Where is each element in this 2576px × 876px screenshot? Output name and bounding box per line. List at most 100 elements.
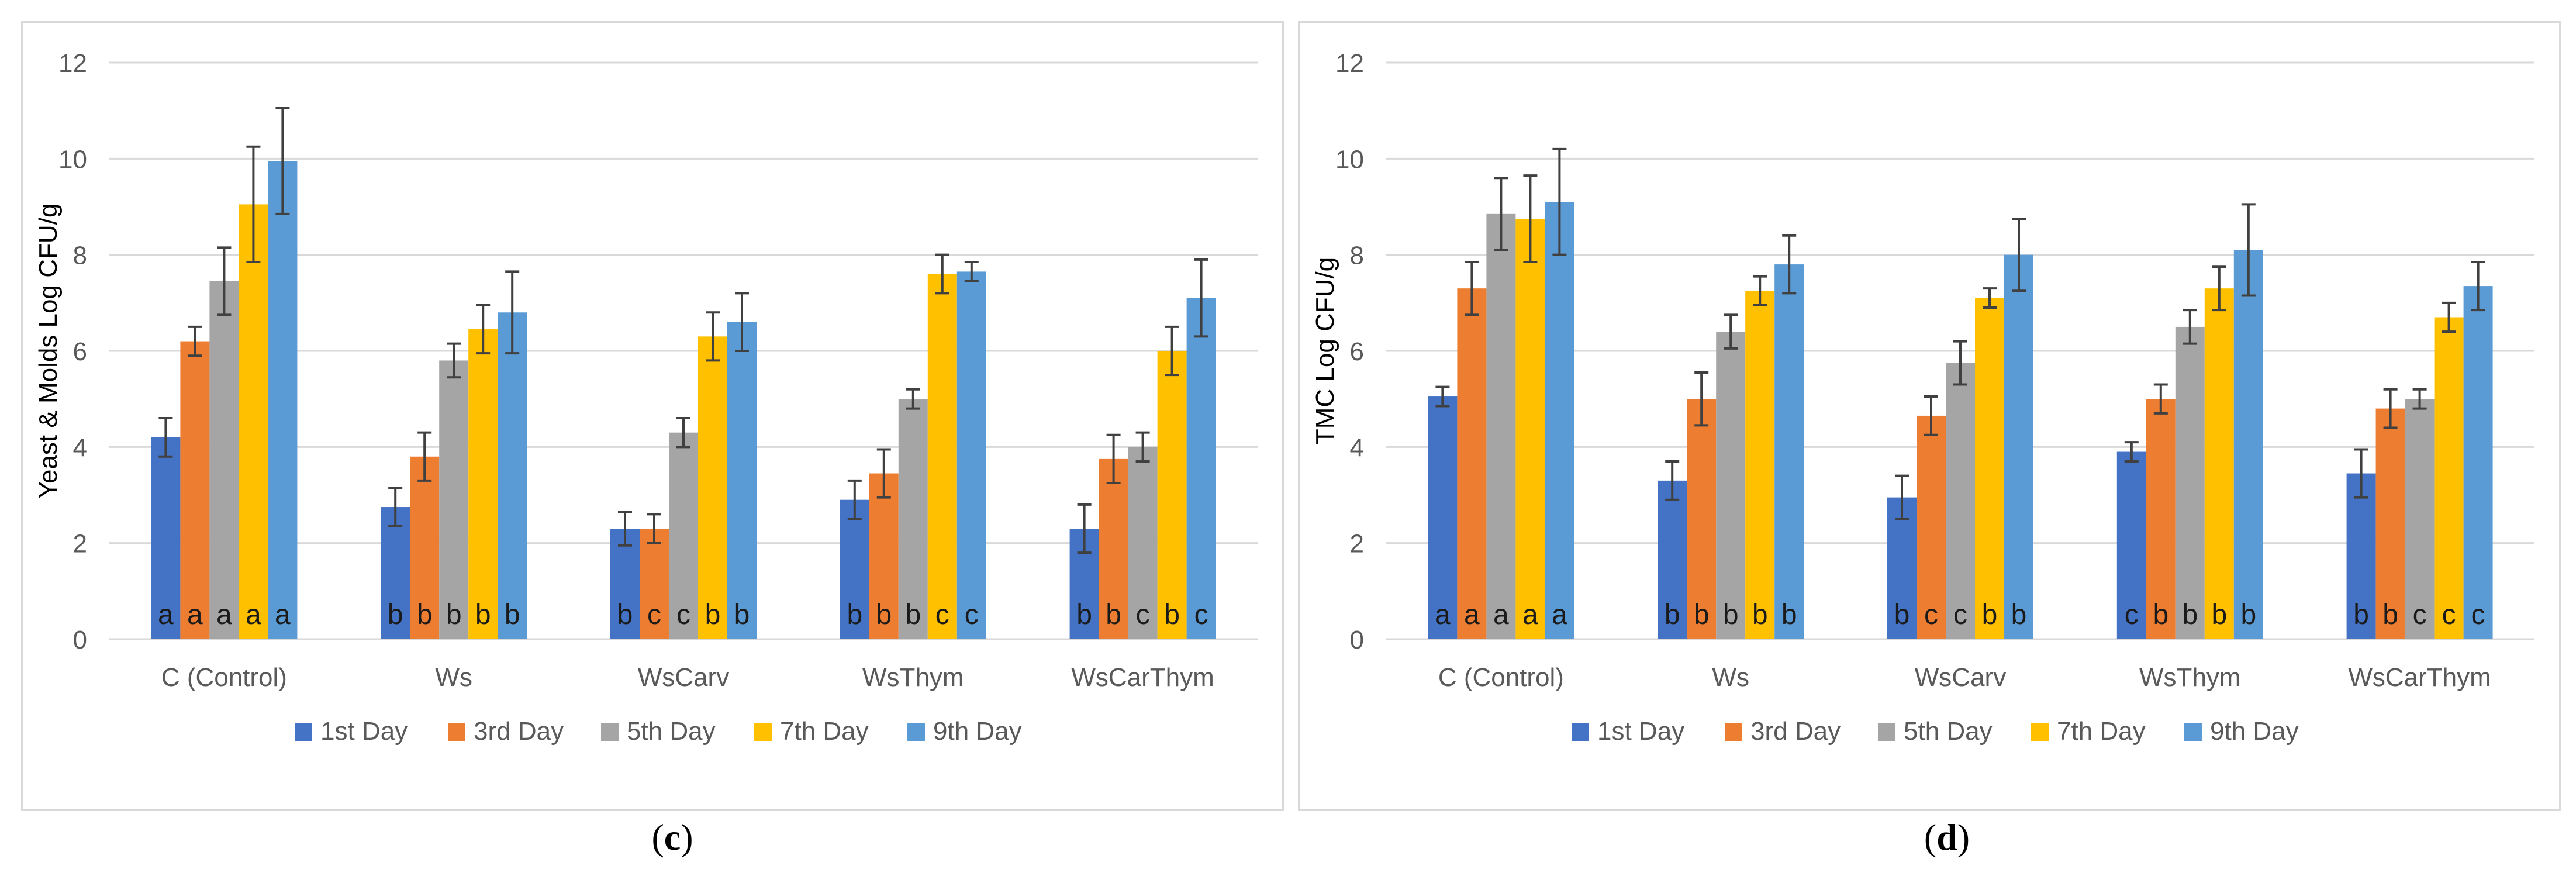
legend-label: 7th Day <box>2057 717 2146 746</box>
legend-swatch <box>1572 723 1589 741</box>
y-tick-label: 0 <box>1350 626 1364 654</box>
significance-letter: b <box>2240 599 2256 630</box>
significance-letter: b <box>2182 599 2198 630</box>
significance-letter: b <box>734 599 750 630</box>
y-tick-label: 2 <box>73 530 87 558</box>
bar <box>727 322 757 639</box>
significance-letter: b <box>1982 599 1998 630</box>
bar <box>869 473 899 639</box>
bar <box>1946 363 1975 639</box>
y-tick-label: 4 <box>1350 433 1364 462</box>
legend-label: 1st Day <box>1597 717 1684 746</box>
significance-letter: b <box>1106 599 1121 630</box>
significance-letter: a <box>275 599 291 630</box>
significance-letter: c <box>2471 599 2485 630</box>
bar <box>956 271 986 639</box>
significance-letter: b <box>505 599 520 630</box>
bar <box>1099 458 1128 639</box>
legend-label: 9th Day <box>933 717 1022 746</box>
caption-letter-d: d <box>1936 816 1957 858</box>
legend-label: 5th Day <box>1904 717 1993 746</box>
legend-swatch <box>754 723 772 741</box>
significance-letter: b <box>2211 599 2227 630</box>
bar <box>1486 213 1516 639</box>
y-axis-label: TMC Log CFU/g <box>1311 257 1339 444</box>
bar <box>669 432 698 639</box>
bar <box>2146 399 2176 639</box>
bar <box>2463 286 2493 639</box>
bar <box>1687 399 1717 639</box>
bar <box>2405 399 2435 639</box>
legend-swatch <box>907 723 925 741</box>
legend-swatch <box>1878 723 1895 741</box>
legend-swatch <box>601 723 619 741</box>
bar <box>1128 447 1158 639</box>
significance-letter: c <box>935 599 949 630</box>
significance-letter: b <box>876 599 892 630</box>
panel-caption-d: (d) <box>1924 816 1970 858</box>
significance-letter: c <box>2413 599 2427 630</box>
chart-panel-c: 0 2 4 6 8 10 12 Yeast & Molds Log CFU/g a a a a a C (… <box>21 21 1284 811</box>
bar <box>1157 351 1187 639</box>
chart-panel-d: 0 2 4 6 8 10 12 TMC Log CFU/g a a a a a C (Control) b b… <box>1298 21 2561 811</box>
bar <box>439 360 469 639</box>
legend-swatch <box>295 723 312 741</box>
bar <box>1745 291 1775 640</box>
legend-swatch <box>1725 723 1742 741</box>
significance-letter: b <box>705 599 721 630</box>
bar <box>927 274 957 639</box>
bar <box>1887 497 1917 639</box>
bar <box>1774 264 1804 640</box>
y-tick-label: 8 <box>1350 242 1364 270</box>
significance-letter: c <box>1924 599 1938 630</box>
caption-letter-c: c <box>664 816 681 858</box>
legend-swatch <box>2031 723 2049 741</box>
legend-label: 1st Day <box>320 717 408 746</box>
bar <box>640 529 669 639</box>
bar <box>239 204 268 639</box>
x-tick-label: WsCarv <box>638 663 729 692</box>
significance-letter: a <box>1552 599 1567 630</box>
significance-letter: b <box>847 599 862 630</box>
significance-letter: b <box>1694 599 1710 630</box>
x-tick-label: C (Control) <box>1438 663 1564 692</box>
panel-caption-c: (c) <box>651 816 693 858</box>
significance-letter: c <box>647 599 661 630</box>
y-tick-label: 4 <box>73 433 87 462</box>
y-tick-label: 10 <box>58 145 87 174</box>
significance-letter: a <box>187 599 203 630</box>
bar <box>151 437 181 639</box>
bar <box>381 507 410 639</box>
x-tick-label: WsThym <box>862 663 964 692</box>
x-tick-label: WsCarThym <box>2348 663 2491 692</box>
bar <box>898 399 928 639</box>
significance-letter: b <box>446 599 462 630</box>
significance-letter: b <box>388 599 403 630</box>
significance-letter: c <box>1953 599 1967 630</box>
significance-letter: b <box>2353 599 2369 630</box>
y-tick-label: 6 <box>1350 337 1364 366</box>
bar <box>2175 326 2205 639</box>
y-tick-label: 10 <box>1335 145 1364 174</box>
legend-label: 3rd Day <box>474 717 564 746</box>
significance-letter: b <box>2153 599 2168 630</box>
bar <box>840 499 869 639</box>
bar <box>2434 317 2464 639</box>
legend-swatch <box>2184 723 2202 741</box>
significance-letter: b <box>905 599 921 630</box>
y-tick-label: 6 <box>73 337 87 366</box>
x-tick-label: Ws <box>435 663 472 692</box>
x-tick-label: C (Control) <box>161 663 287 692</box>
x-tick-label: Ws <box>1712 663 1749 692</box>
significance-letter: b <box>1894 599 1910 630</box>
significance-letter: b <box>2382 599 2398 630</box>
bar <box>1457 288 1487 639</box>
significance-letter: a <box>1464 599 1480 630</box>
significance-letter: b <box>617 599 633 630</box>
y-tick-label: 0 <box>73 626 87 654</box>
bar <box>1515 219 1545 640</box>
bar <box>1186 298 1216 639</box>
bar <box>410 456 440 639</box>
